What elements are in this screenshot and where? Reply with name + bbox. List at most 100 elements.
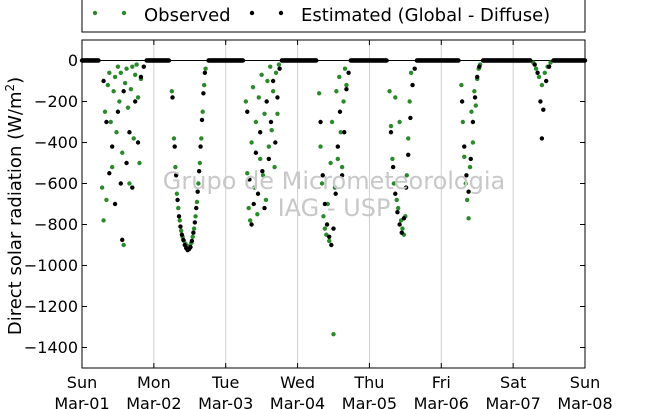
data-point-estimated	[475, 74, 480, 80]
data-point-estimated	[410, 82, 415, 88]
data-point-observed	[459, 82, 464, 88]
data-point-estimated	[326, 234, 332, 239]
data-point-observed	[104, 197, 109, 203]
y-tick-label: −200	[34, 92, 78, 111]
data-point-observed	[252, 185, 257, 190]
data-point-observed	[335, 156, 341, 162]
data-point-estimated	[255, 191, 261, 196]
data-point-observed	[176, 205, 181, 211]
data-point-estimated	[253, 150, 259, 155]
data-point-estimated	[258, 130, 263, 135]
data-point-observed	[191, 226, 197, 231]
data-point-estimated	[121, 89, 126, 94]
data-point-estimated	[176, 214, 182, 219]
data-point-estimated-night	[384, 58, 389, 63]
data-point-observed	[342, 66, 348, 71]
data-point-observed	[122, 80, 128, 86]
data-point-observed	[539, 82, 545, 88]
data-point-estimated	[175, 197, 180, 203]
data-point-estimated-night	[96, 58, 101, 63]
x-tick-label-date: Mar-08	[557, 394, 612, 409]
data-point-estimated	[264, 99, 269, 104]
data-point-observed	[203, 66, 208, 71]
data-point-estimated	[470, 119, 476, 125]
x-tick-label-day: Thu	[353, 373, 384, 392]
data-point-estimated	[196, 169, 202, 174]
data-point-estimated	[101, 78, 106, 84]
data-point-observed	[270, 89, 276, 94]
x-tick-label-date: Mar-05	[342, 394, 397, 409]
plot-background	[82, 40, 585, 368]
data-point-estimated	[118, 181, 124, 186]
data-point-observed	[404, 173, 409, 178]
data-point-estimated	[333, 191, 338, 196]
data-point-estimated	[249, 222, 254, 227]
x-tick-label-day: Tue	[211, 373, 239, 392]
data-point-estimated	[472, 95, 478, 100]
data-point-observed	[542, 70, 547, 76]
data-point-observed	[393, 95, 398, 100]
legend-box	[81, 0, 586, 33]
data-point-estimated	[535, 70, 540, 76]
data-point-estimated	[202, 70, 208, 76]
data-point-estimated	[172, 144, 177, 149]
data-point-observed	[108, 119, 113, 125]
data-point-estimated	[247, 177, 252, 182]
watermark-line-1: Grupo de Micrometeorologia	[163, 167, 505, 195]
data-point-observed	[124, 66, 129, 71]
data-point-observed	[249, 140, 254, 145]
data-point-observed	[275, 111, 280, 117]
data-point-estimated	[462, 144, 467, 149]
data-point-estimated	[538, 99, 543, 104]
data-point-observed	[462, 154, 467, 160]
data-point-estimated	[124, 160, 129, 166]
data-point-observed	[174, 191, 180, 196]
x-tick-label-date: Mar-07	[485, 394, 540, 409]
data-point-observed	[201, 82, 207, 88]
data-point-estimated	[178, 224, 183, 229]
data-point-observed	[533, 66, 539, 71]
data-point-observed	[464, 197, 470, 203]
data-point-estimated	[339, 173, 345, 178]
data-point-observed	[255, 212, 260, 217]
data-point-estimated	[170, 95, 175, 100]
data-point-observed	[395, 205, 401, 211]
data-point-estimated	[388, 130, 394, 135]
data-point-observed	[105, 82, 111, 88]
data-point-observed	[190, 234, 195, 239]
data-point-estimated	[195, 189, 200, 194]
data-point-observed	[272, 164, 277, 170]
data-point-estimated	[546, 64, 552, 69]
legend-estimated-marker-2	[278, 10, 284, 16]
data-point-observed	[473, 103, 478, 108]
x-tick-label-date: Mar-04	[270, 394, 325, 409]
data-point-estimated	[329, 242, 334, 248]
data-point-observed	[394, 197, 399, 203]
data-point-observed	[466, 216, 471, 221]
data-point-observed	[101, 218, 106, 223]
y-tick-label: −800	[34, 215, 78, 234]
data-point-observed	[469, 109, 474, 114]
data-point-estimated	[189, 238, 195, 244]
data-point-observed	[406, 136, 411, 141]
data-point-observed	[319, 181, 325, 186]
data-point-estimated	[179, 232, 185, 237]
data-point-observed	[387, 89, 392, 94]
data-point-estimated	[320, 173, 325, 178]
data-point-estimated	[191, 230, 196, 235]
data-point-observed	[120, 150, 125, 155]
legend: Observed Estimated (Global - Diffuse)	[81, 0, 586, 33]
x-tick-label-date: Mar-03	[198, 394, 253, 409]
y-tick-label: −1200	[24, 297, 78, 316]
data-point-estimated-night	[456, 58, 461, 63]
data-point-estimated	[115, 109, 121, 114]
data-point-observed	[173, 164, 178, 170]
data-point-estimated	[130, 185, 135, 190]
data-point-observed	[273, 70, 279, 76]
data-point-estimated	[112, 201, 118, 207]
plot-area: Grupo de Micrometeorologia IAG - USP	[79, 39, 588, 369]
data-point-estimated	[181, 237, 186, 243]
watermark-line-2: IAG - USP	[278, 194, 391, 222]
data-point-observed	[460, 119, 466, 125]
data-point-estimated	[275, 95, 280, 100]
